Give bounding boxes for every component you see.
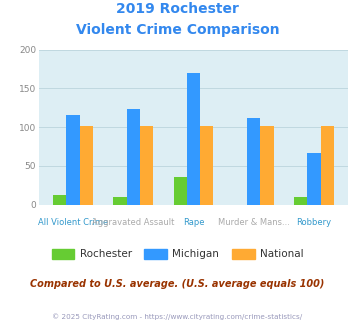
Text: Rape: Rape [183, 218, 204, 227]
Bar [140, 126, 153, 205]
Text: Compared to U.S. average. (U.S. average equals 100): Compared to U.S. average. (U.S. average … [30, 279, 325, 289]
Bar [113, 197, 127, 205]
Text: 2019 Rochester: 2019 Rochester [116, 2, 239, 16]
Bar [307, 153, 321, 205]
Bar [127, 109, 140, 205]
Text: All Violent Crime: All Violent Crime [38, 218, 108, 227]
Legend: Rochester, Michigan, National: Rochester, Michigan, National [47, 245, 308, 264]
Text: Aggravated Assault: Aggravated Assault [92, 218, 174, 227]
Bar [247, 118, 260, 205]
Bar [53, 194, 66, 205]
Text: Violent Crime Comparison: Violent Crime Comparison [76, 23, 279, 37]
Bar [187, 73, 200, 205]
Bar [66, 115, 80, 205]
Bar [294, 197, 307, 205]
Text: Robbery: Robbery [296, 218, 332, 227]
Text: © 2025 CityRating.com - https://www.cityrating.com/crime-statistics/: © 2025 CityRating.com - https://www.city… [53, 314, 302, 320]
Bar [321, 126, 334, 205]
Bar [200, 126, 213, 205]
Bar [174, 177, 187, 205]
Text: Murder & Mans...: Murder & Mans... [218, 218, 290, 227]
Bar [80, 126, 93, 205]
Bar [260, 126, 274, 205]
